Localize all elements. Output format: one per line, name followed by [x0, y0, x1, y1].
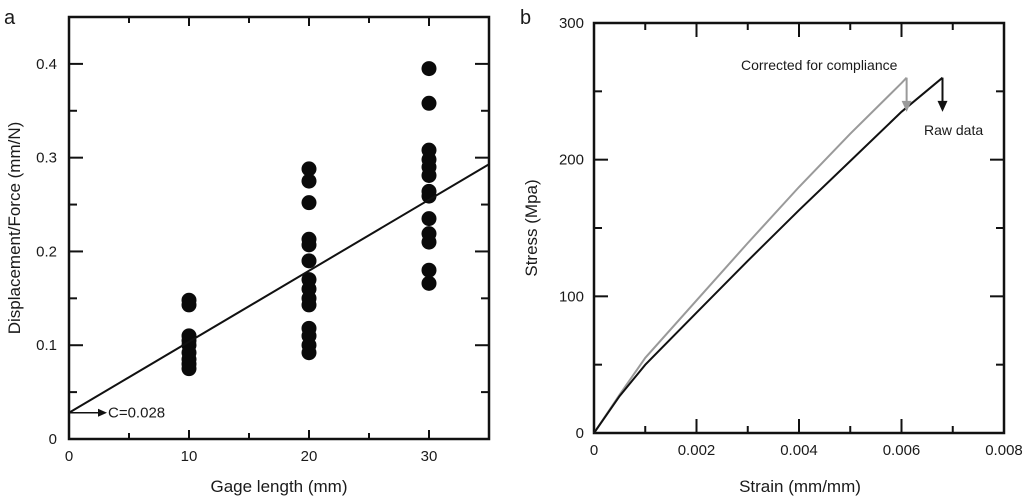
- x-tick-label: 0: [65, 448, 73, 465]
- panel-a-annotation: C=0.028: [69, 405, 165, 422]
- data-point: [421, 234, 437, 250]
- data-point: [181, 297, 197, 313]
- panel-a-frame: [67, 15, 491, 441]
- y-tick-label: 100: [559, 288, 584, 305]
- annotation-raw-data: Raw data: [924, 122, 983, 138]
- x-tick-label: 30: [421, 448, 438, 465]
- x-tick-label: 0.006: [883, 442, 921, 459]
- arrow-right-icon: [98, 408, 107, 417]
- annotation-corrected: Corrected for compliance: [741, 57, 898, 73]
- y-tick-label: 0: [49, 431, 57, 448]
- panel-a-y-axis-label: Displacement/Force (mm/N): [5, 122, 24, 335]
- data-point: [181, 361, 197, 377]
- data-point: [421, 95, 437, 111]
- x-tick-label: 20: [301, 448, 318, 465]
- series-raw-line: [593, 76, 944, 434]
- annotation-c-value: C=0.028: [108, 405, 165, 422]
- panel-a-label: a: [4, 7, 16, 29]
- panel-a-x-axis-label: Gage length (mm): [211, 477, 348, 496]
- data-point: [301, 345, 317, 361]
- y-tick-label: 0.1: [36, 337, 57, 354]
- data-point: [301, 253, 317, 269]
- data-point: [421, 167, 437, 183]
- y-tick-label: 0.3: [36, 150, 57, 167]
- data-point: [301, 161, 317, 177]
- x-tick-label: 0: [590, 442, 598, 459]
- data-point: [301, 297, 317, 313]
- panel-b-y-ticks: 0 100 200 300: [559, 15, 1004, 442]
- panel-b-y-axis-label: Stress (Mpa): [522, 179, 541, 276]
- panel-b-annotations: Corrected for compliance Raw data: [741, 57, 983, 138]
- panel-b-label: b: [520, 7, 531, 29]
- y-tick-label: 0.2: [36, 243, 57, 260]
- y-tick-label: 200: [559, 152, 584, 169]
- x-tick-label: 10: [181, 448, 198, 465]
- series-corrected-line: [593, 77, 908, 434]
- data-point: [421, 275, 437, 291]
- data-point: [421, 61, 437, 77]
- panel-a-fit-line: [68, 163, 490, 414]
- data-point: [421, 262, 437, 278]
- y-tick-label: 0.4: [36, 56, 57, 73]
- panel-b-series: [593, 76, 944, 434]
- panel-b: b 0 0.002 0.004 0.006 0.008 0 100 200 300 Corre…: [520, 7, 1023, 496]
- x-tick-label: 0.004: [780, 442, 818, 459]
- panel-a: a 0 10 20 30 0 0.1 0.2 0.3 0.4 C=0.028 Gage len…: [4, 7, 491, 496]
- panel-a-y-ticks: 0 0.1 0.2 0.3 0.4: [36, 56, 489, 448]
- data-point: [421, 188, 437, 204]
- panel-a-x-ticks: 0 10 20 30: [65, 17, 438, 465]
- data-point: [301, 237, 317, 253]
- x-tick-label: 0.002: [678, 442, 716, 459]
- panel-b-x-axis-label: Strain (mm/mm): [739, 477, 861, 496]
- y-tick-label: 300: [559, 15, 584, 32]
- x-tick-label: 0.008: [985, 442, 1023, 459]
- panel-a-points: [181, 61, 437, 377]
- y-tick-label: 0: [576, 425, 584, 442]
- panel-b-x-ticks: 0 0.002 0.004 0.006 0.008: [590, 23, 1023, 459]
- arrow-down-icon: [901, 100, 912, 112]
- data-point: [301, 173, 317, 189]
- data-point: [421, 211, 437, 227]
- arrow-down-icon: [937, 100, 948, 112]
- data-point: [301, 195, 317, 211]
